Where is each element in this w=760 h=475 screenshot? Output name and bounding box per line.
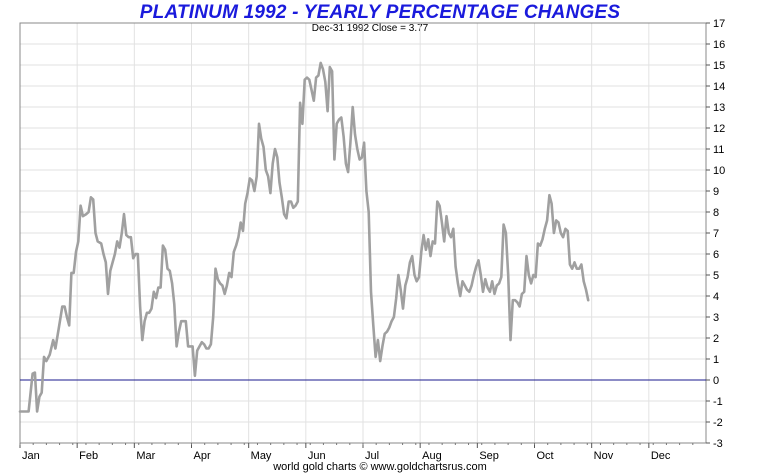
y-tick-label: 6 (713, 249, 719, 261)
y-tick-label: 10 (713, 165, 725, 177)
y-tick-label: 4 (713, 291, 719, 303)
y-tick-label: -3 (713, 438, 723, 450)
y-tick-label: 14 (713, 81, 725, 93)
y-tick-label: 7 (713, 228, 719, 240)
x-tick-label: Jul (365, 450, 379, 462)
x-tick-label: Apr (194, 450, 211, 462)
chart-credit: world gold charts © www.goldchartsrus.co… (273, 461, 487, 473)
chart-subtitle: Dec-31 1992 Close = 3.77 (311, 23, 429, 34)
y-tick-label: 17 (713, 18, 725, 30)
y-tick-label: -1 (713, 396, 723, 408)
y-tick-label: 13 (713, 102, 725, 114)
y-tick-label: 12 (713, 123, 725, 135)
y-tick-label: 11 (713, 144, 724, 156)
y-tick-label: 1 (713, 354, 719, 366)
series-layer (18, 61, 590, 413)
y-tick-label: 2 (713, 333, 719, 345)
y-tick-label: 5 (713, 270, 719, 282)
chart-title: PLATINUM 1992 - YEARLY PERCENTAGE CHANGE… (139, 2, 621, 23)
x-tick-label: Sep (479, 450, 499, 462)
y-tick-label: 3 (713, 312, 719, 324)
x-tick-label: Feb (79, 450, 98, 462)
x-tick-label: Mar (136, 450, 155, 462)
y-tick-label: 9 (713, 186, 719, 198)
x-tick-label: Nov (594, 450, 614, 462)
y-tick-label: 15 (713, 60, 725, 72)
x-tick-label: May (251, 450, 272, 462)
y-tick-label: 16 (713, 39, 725, 51)
y-tick-label: 0 (713, 375, 719, 387)
y-tick-label: -2 (713, 417, 723, 429)
x-tick-label: Oct (537, 450, 554, 462)
series-line (18, 61, 590, 413)
x-tick-label: Jun (308, 450, 326, 462)
x-tick-label: Jan (22, 450, 40, 462)
y-tick-label: 8 (713, 207, 719, 219)
x-tick-label: Dec (651, 450, 671, 462)
x-tick-label: Aug (422, 450, 442, 462)
